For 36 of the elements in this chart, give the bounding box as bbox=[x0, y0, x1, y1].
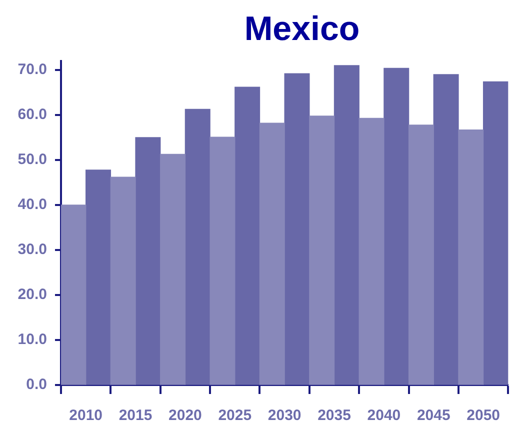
bar bbox=[334, 65, 360, 385]
bar bbox=[135, 137, 161, 385]
y-tick-label: 30.0 bbox=[18, 241, 47, 258]
bar bbox=[259, 122, 285, 385]
bar bbox=[86, 170, 112, 385]
bar bbox=[160, 154, 186, 385]
x-tick-label: 2040 bbox=[367, 407, 401, 424]
y-tick-label: 10.0 bbox=[18, 331, 47, 348]
bar bbox=[433, 74, 459, 385]
bar bbox=[309, 116, 335, 385]
y-tick-label: 40.0 bbox=[18, 196, 47, 214]
bar bbox=[210, 136, 236, 385]
bar bbox=[234, 86, 260, 385]
y-tick-label: 20.0 bbox=[18, 286, 47, 304]
bar bbox=[358, 118, 384, 385]
y-tick-label: 50.0 bbox=[18, 151, 47, 168]
x-tick-label: 2015 bbox=[118, 407, 152, 424]
bar bbox=[408, 124, 434, 385]
bar bbox=[184, 108, 210, 385]
x-tick-label: 2050 bbox=[466, 407, 500, 424]
x-tick-label: 2030 bbox=[268, 407, 302, 424]
bar bbox=[458, 130, 484, 385]
bar bbox=[284, 73, 310, 385]
x-tick-label: 2025 bbox=[218, 407, 252, 424]
y-tick-label: 70.0 bbox=[18, 61, 47, 78]
bar bbox=[110, 176, 136, 385]
bar bbox=[482, 81, 508, 385]
x-tick-label: 2020 bbox=[168, 407, 202, 424]
y-tick-label: 60.0 bbox=[18, 106, 47, 124]
chart-title: Mexico bbox=[243, 10, 361, 48]
bar bbox=[384, 68, 410, 385]
x-tick-label: 2035 bbox=[318, 407, 351, 424]
x-tick-label: 2045 bbox=[416, 407, 450, 424]
bar bbox=[61, 204, 86, 385]
y-tick-label: 0.0 bbox=[26, 376, 47, 394]
x-tick-label: 2010 bbox=[69, 407, 103, 424]
